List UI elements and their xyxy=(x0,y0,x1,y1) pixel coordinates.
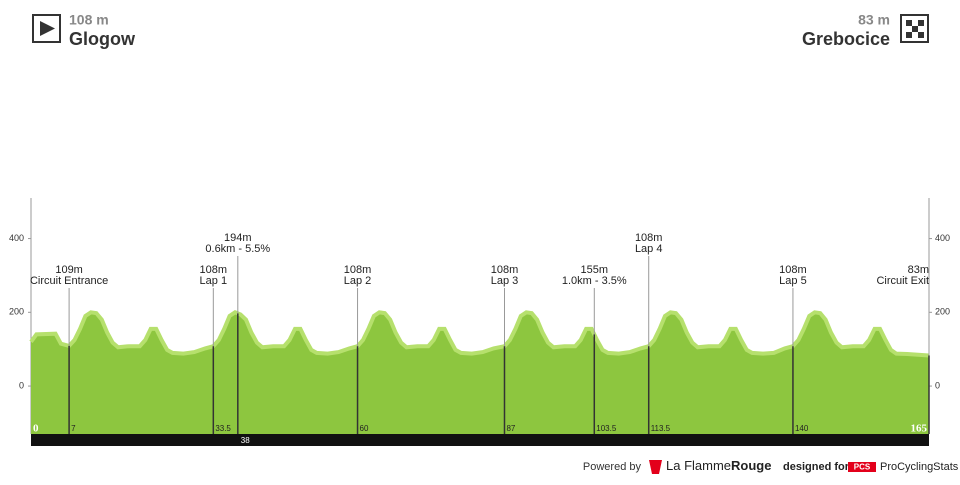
km-bar xyxy=(31,434,929,446)
annotation-label: 108m xyxy=(491,264,519,276)
km-label: 113.5 xyxy=(651,424,671,433)
annotation-label: 108m xyxy=(635,232,663,244)
brand-b: Rouge xyxy=(731,458,771,473)
annotation-label: Lap 2 xyxy=(344,275,372,287)
annotation-label: Lap 1 xyxy=(200,275,228,287)
annotation-label: 194m xyxy=(224,232,252,244)
km-label: 7 xyxy=(71,424,76,433)
profile-edge xyxy=(29,310,930,358)
y-tick-label: 200 xyxy=(935,307,950,317)
annotation-label: Circuit Exit xyxy=(876,275,929,287)
start-town: Glogow xyxy=(69,29,136,49)
finish-town: Grebocice xyxy=(802,29,890,49)
pcs-logo xyxy=(848,462,876,472)
start-elevation: 108 m xyxy=(69,12,109,28)
km-label: 87 xyxy=(506,424,515,433)
km-label: 103.5 xyxy=(596,424,617,433)
pcs-name: ProCyclingStats xyxy=(880,461,959,473)
y-tick-label: 0 xyxy=(19,380,24,390)
annotation-label: 108m xyxy=(344,264,372,276)
annotation-label: 109m xyxy=(55,264,83,276)
annotation-label: Lap 4 xyxy=(635,243,663,255)
km-label: 33.5 xyxy=(215,424,231,433)
annotation-label: Lap 3 xyxy=(491,275,519,287)
profile-area xyxy=(31,312,929,434)
annotation-label: 155m xyxy=(581,264,609,276)
annotation-label: 0.6km - 5.5% xyxy=(205,243,270,255)
flamme-logo xyxy=(649,460,662,474)
y-tick-label: 200 xyxy=(9,307,24,317)
km-label: 140 xyxy=(795,424,809,433)
play-symbol xyxy=(40,21,55,36)
y-tick-label: 400 xyxy=(935,233,950,243)
annotation-label: 83m xyxy=(908,264,929,276)
brand: La FlammeRouge xyxy=(666,458,771,473)
finish-icon xyxy=(900,14,929,43)
designed-for: designed for xyxy=(783,461,850,473)
km-label: 60 xyxy=(360,424,369,433)
brand-a: La Flamme xyxy=(666,458,731,473)
annotation-label: 1.0km - 3.5% xyxy=(562,275,627,287)
km-label: 38 xyxy=(241,436,250,445)
km-label: 0 xyxy=(33,423,39,435)
y-tick-label: 400 xyxy=(9,233,24,243)
annotation-label: Circuit Entrance xyxy=(30,275,108,287)
km-label: 165 xyxy=(911,423,928,435)
start-icon xyxy=(32,14,61,43)
powered-by: Powered by xyxy=(583,461,642,473)
finish-elevation: 83 m xyxy=(858,12,890,28)
pcs-text: PCS xyxy=(854,463,871,472)
annotation-label: 108m xyxy=(779,264,807,276)
annotation-label: Lap 5 xyxy=(779,275,807,287)
annotation-label: 108m xyxy=(200,264,228,276)
y-tick-label: 0 xyxy=(935,380,940,390)
